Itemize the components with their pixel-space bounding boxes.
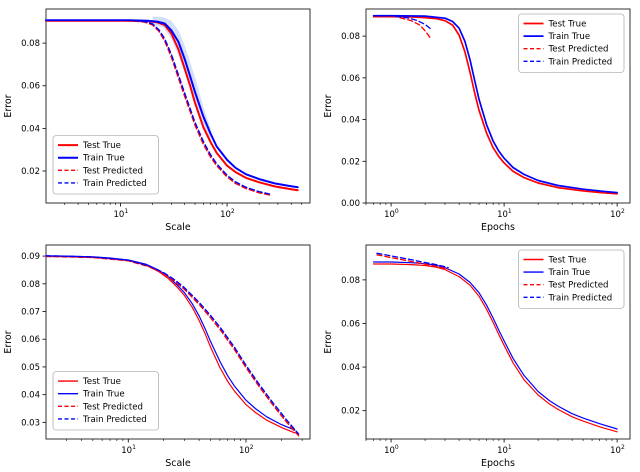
subplot-error-vs-scale-top: 101 102 0.02 0.04 0.06 0.08 Scale Error Test Tru… bbox=[0, 0, 320, 236]
confidence-band bbox=[152, 16, 211, 144]
y-tick-label: 0.06 bbox=[21, 335, 40, 345]
legend-label: Test Predicted bbox=[82, 166, 143, 176]
legend: Test True Train True Test Predicted Train P… bbox=[52, 135, 159, 195]
legend-label: Train Predicted bbox=[82, 415, 147, 425]
chart-bottom-right: 100 101 102 0.02 0.04 0.06 0.08 Epochs Error Test… bbox=[323, 244, 631, 469]
legend-label: Train Predicted bbox=[82, 179, 147, 189]
legend-label: Train True bbox=[548, 32, 591, 42]
x-tick-label: 101 bbox=[121, 444, 136, 456]
x-tick-label: 102 bbox=[610, 208, 625, 220]
chart-bottom-left: 101 102 0.03 0.04 0.05 0.06 0.07 0.08 0.09 Scale E… bbox=[3, 244, 311, 469]
x-tick-label: 101 bbox=[113, 208, 128, 220]
legend-label: Test Predicted bbox=[82, 402, 143, 412]
legend-label: Train True bbox=[548, 268, 591, 278]
y-axis-label: Error bbox=[3, 94, 14, 117]
series-test-true bbox=[372, 263, 618, 433]
legend-label: Test Predicted bbox=[548, 45, 609, 55]
x-axis-label: Epochs bbox=[481, 458, 515, 469]
series-train-predicted bbox=[376, 252, 449, 269]
x-axis-label: Epochs bbox=[481, 222, 515, 233]
legend-label: Test True bbox=[548, 256, 587, 266]
y-tick-label: 0.06 bbox=[21, 82, 40, 92]
y-tick-label: 0.08 bbox=[341, 276, 360, 286]
y-axis-label: Error bbox=[3, 330, 14, 353]
x-tick-label: 101 bbox=[497, 208, 512, 220]
y-tick-label: 0.02 bbox=[21, 167, 40, 177]
y-tick-label: 0.08 bbox=[21, 39, 40, 49]
plot-frame bbox=[45, 8, 311, 204]
x-tick-label: 102 bbox=[239, 444, 254, 456]
x-tick-label: 102 bbox=[610, 444, 625, 456]
y-tick-label: 0.02 bbox=[341, 157, 360, 167]
series-test-true bbox=[372, 15, 618, 195]
series-train-true bbox=[372, 261, 618, 430]
y-tick-label: 0.08 bbox=[341, 32, 360, 42]
y-tick-label: 0.04 bbox=[341, 363, 360, 373]
y-tick-label: 0.09 bbox=[21, 252, 40, 262]
y-tick-label: 0.02 bbox=[341, 407, 360, 417]
legend: Test True Train True Test Predicted Train P… bbox=[518, 13, 625, 73]
series-test-predicted bbox=[45, 255, 300, 437]
x-axis-label: Scale bbox=[165, 458, 191, 469]
y-tick-label: 0.04 bbox=[21, 124, 40, 134]
legend-label: Test Predicted bbox=[548, 281, 609, 291]
subplot-error-vs-scale-bottom: 101 102 0.03 0.04 0.05 0.06 0.07 0.08 0.09 Scale E… bbox=[0, 236, 320, 472]
legend: Test True Train True Test Predicted Train P… bbox=[52, 371, 159, 431]
plot-frame bbox=[45, 244, 311, 440]
series-train-predicted bbox=[45, 255, 300, 435]
y-tick-label: 0.04 bbox=[341, 116, 360, 126]
y-tick-label: 0.06 bbox=[341, 319, 360, 329]
series-train-true bbox=[372, 14, 618, 194]
x-axis-label: Scale bbox=[165, 222, 191, 233]
legend-label: Train Predicted bbox=[548, 57, 613, 67]
legend: Test True Train True Test Predicted Train P… bbox=[518, 249, 625, 309]
series-test-predicted bbox=[399, 17, 431, 38]
legend-label: Train True bbox=[82, 154, 125, 164]
legend-label: Train True bbox=[82, 390, 125, 400]
x-tick-label: 100 bbox=[384, 208, 399, 220]
y-tick-label: 0.04 bbox=[21, 391, 40, 401]
series-train-true bbox=[45, 19, 299, 189]
x-tick-label: 102 bbox=[220, 208, 235, 220]
subplot-error-vs-epochs-top: 100 101 102 0.00 0.02 0.04 0.06 0.08 Epochs Error… bbox=[320, 0, 640, 236]
y-tick-label: 0.08 bbox=[21, 280, 40, 290]
y-axis-label: Error bbox=[323, 330, 334, 353]
y-tick-label: 0.06 bbox=[341, 74, 360, 84]
legend-label: Test True bbox=[82, 377, 121, 387]
y-axis-label: Error bbox=[323, 94, 334, 117]
series-train-predicted bbox=[395, 15, 433, 31]
series-train-predicted bbox=[45, 19, 271, 195]
y-tick-label: 0.00 bbox=[341, 199, 360, 209]
y-tick-label: 0.03 bbox=[21, 418, 40, 428]
series-test-predicted bbox=[376, 254, 449, 270]
legend-label: Train Predicted bbox=[548, 293, 613, 303]
plot-frame bbox=[365, 8, 631, 204]
legend-label: Test True bbox=[548, 20, 587, 30]
chart-top-right: 100 101 102 0.00 0.02 0.04 0.06 0.08 Epochs Error… bbox=[323, 8, 631, 233]
legend-label: Test True bbox=[82, 141, 121, 151]
chart-top-left: 101 102 0.02 0.04 0.06 0.08 Scale Error Test Tru… bbox=[3, 8, 311, 233]
y-tick-label: 0.07 bbox=[21, 308, 40, 318]
x-tick-label: 100 bbox=[384, 444, 399, 456]
plot-frame bbox=[365, 244, 631, 440]
y-tick-label: 0.05 bbox=[21, 363, 40, 373]
x-tick-label: 101 bbox=[497, 444, 512, 456]
subplot-error-vs-epochs-bottom: 100 101 102 0.02 0.04 0.06 0.08 Epochs Error Test… bbox=[320, 236, 640, 472]
